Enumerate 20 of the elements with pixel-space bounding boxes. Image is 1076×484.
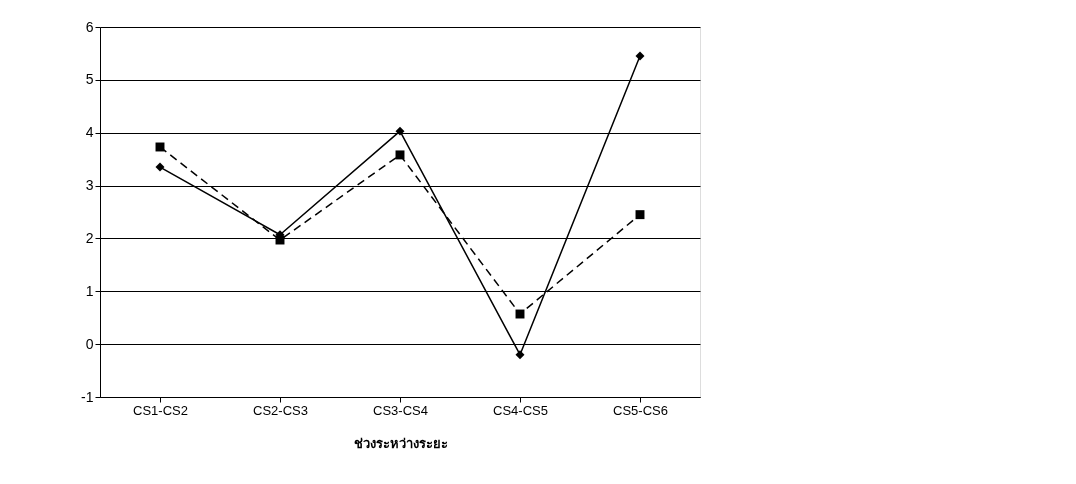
y-tick-label: 1	[85, 282, 94, 299]
y-tick-label: 2	[85, 229, 94, 246]
point	[155, 162, 165, 172]
x-tick-label: CS4-CS5	[493, 402, 548, 418]
x-tick-label: CS5-CS6	[613, 402, 668, 418]
point	[395, 126, 405, 136]
y-tick-label: 3	[85, 177, 94, 194]
x-tick-label: CS3-CS4	[373, 402, 428, 418]
x-tick-label: CS2-CS3	[253, 402, 308, 418]
y-tick-label: 0	[85, 335, 94, 352]
y-tick-label: 6	[85, 18, 94, 35]
point	[395, 150, 405, 160]
point	[515, 350, 525, 360]
y-tick-label: 4	[85, 124, 94, 141]
x-tick-label: CS1-CS2	[133, 402, 188, 418]
point	[635, 51, 645, 61]
point	[635, 210, 645, 220]
x-axis-title: ช่วงระหว่างระยะ	[353, 435, 448, 451]
y-tick-label: 5	[85, 71, 94, 88]
y-tick-label: -1	[81, 388, 94, 405]
